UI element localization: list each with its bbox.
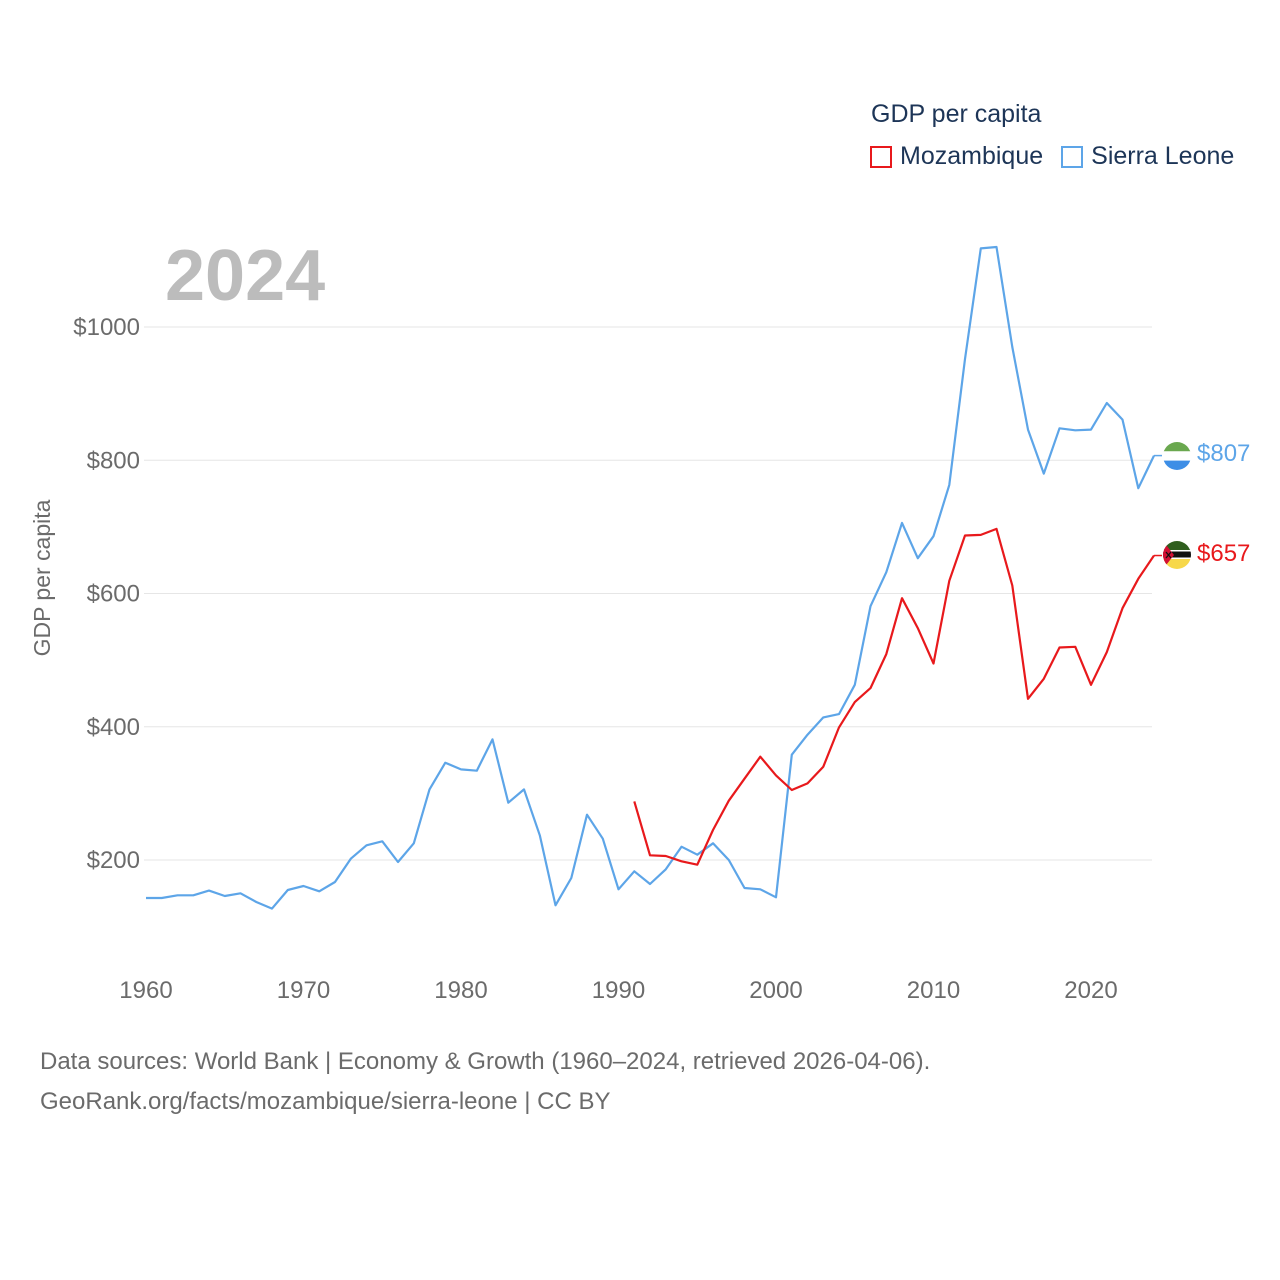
data-source-note: Data sources: World Bank | Economy & Gro…	[40, 1042, 930, 1122]
y-tick-label: $200	[87, 847, 140, 874]
sierra-leone-flag	[1163, 442, 1191, 470]
legend-label-mozambique: Mozambique	[900, 142, 1044, 170]
year-watermark: 2024	[165, 236, 325, 316]
x-axis-ticks: 1960 1970 1980 1990 2000 2010 2020	[119, 977, 1117, 1004]
y-axis-label: GDP per capita	[29, 499, 55, 656]
legend-item-sierra-leone[interactable]: Sierra Leone	[1061, 142, 1234, 171]
y-axis-ticks: $200 $400 $600 $800 $1000	[73, 314, 140, 874]
legend-item-mozambique[interactable]: Mozambique	[870, 142, 1043, 171]
legend: Mozambique Sierra Leone	[870, 142, 1252, 171]
series-line-sierra-leone	[146, 245, 1155, 910]
x-tick-label: 1970	[277, 977, 330, 1004]
chart: 2024 $200$400$600$800$1000 1960 1970 1980 1…	[29, 236, 1250, 1004]
x-tick-label: 2000	[749, 977, 802, 1004]
y-tick-label: $400	[87, 714, 140, 741]
legend-swatch-mozambique	[870, 145, 892, 168]
source-line-1: Data sources: World Bank | Economy & Gro…	[40, 1048, 931, 1075]
gridlines	[144, 326, 1152, 861]
y-tick-label: $600	[87, 581, 140, 608]
y-tick-label: $1000	[73, 314, 140, 341]
series-line-mozambique	[633, 527, 1155, 866]
series-lines	[146, 245, 1162, 910]
legend-title: GDP per capita	[871, 100, 1042, 128]
x-tick-label: 2020	[1064, 977, 1117, 1004]
sierra-leone-end-label: $807	[1197, 440, 1250, 467]
source-line-2[interactable]: GeoRank.org/facts/mozambique/sierra-leon…	[40, 1088, 611, 1115]
x-tick-label: 1990	[592, 977, 645, 1004]
x-tick-label: 2010	[907, 977, 960, 1004]
y-tick-label: $800	[87, 447, 140, 474]
mozambique-flag	[1163, 541, 1191, 569]
x-tick-label: 1960	[119, 977, 172, 1004]
x-tick-label: 1980	[434, 977, 487, 1004]
legend-label-sierra-leone: Sierra Leone	[1091, 142, 1235, 170]
mozambique-end-label: $657	[1197, 540, 1250, 567]
legend-swatch-sierra-leone	[1061, 145, 1084, 168]
